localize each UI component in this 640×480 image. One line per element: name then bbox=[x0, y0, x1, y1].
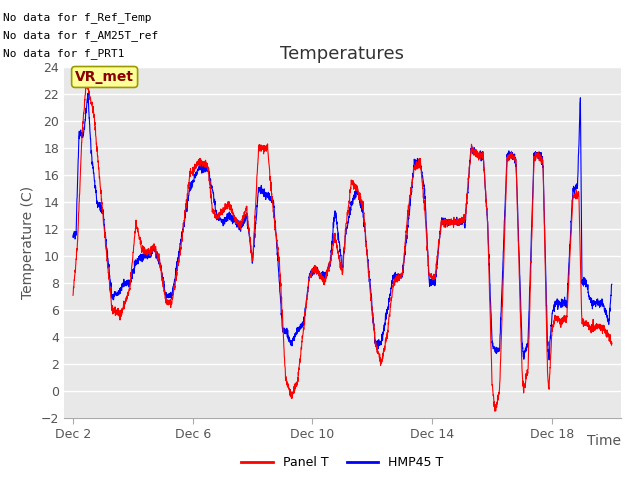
Text: No data for f_AM25T_ref: No data for f_AM25T_ref bbox=[3, 30, 159, 41]
Title: Temperatures: Temperatures bbox=[280, 45, 404, 63]
Y-axis label: Temperature (C): Temperature (C) bbox=[21, 186, 35, 299]
Text: No data for f_PRT1: No data for f_PRT1 bbox=[3, 48, 125, 60]
Legend: Panel T, HMP45 T: Panel T, HMP45 T bbox=[236, 451, 449, 474]
Text: VR_met: VR_met bbox=[75, 70, 134, 84]
Text: Time: Time bbox=[587, 434, 621, 448]
Text: No data for f_Ref_Temp: No data for f_Ref_Temp bbox=[3, 12, 152, 23]
